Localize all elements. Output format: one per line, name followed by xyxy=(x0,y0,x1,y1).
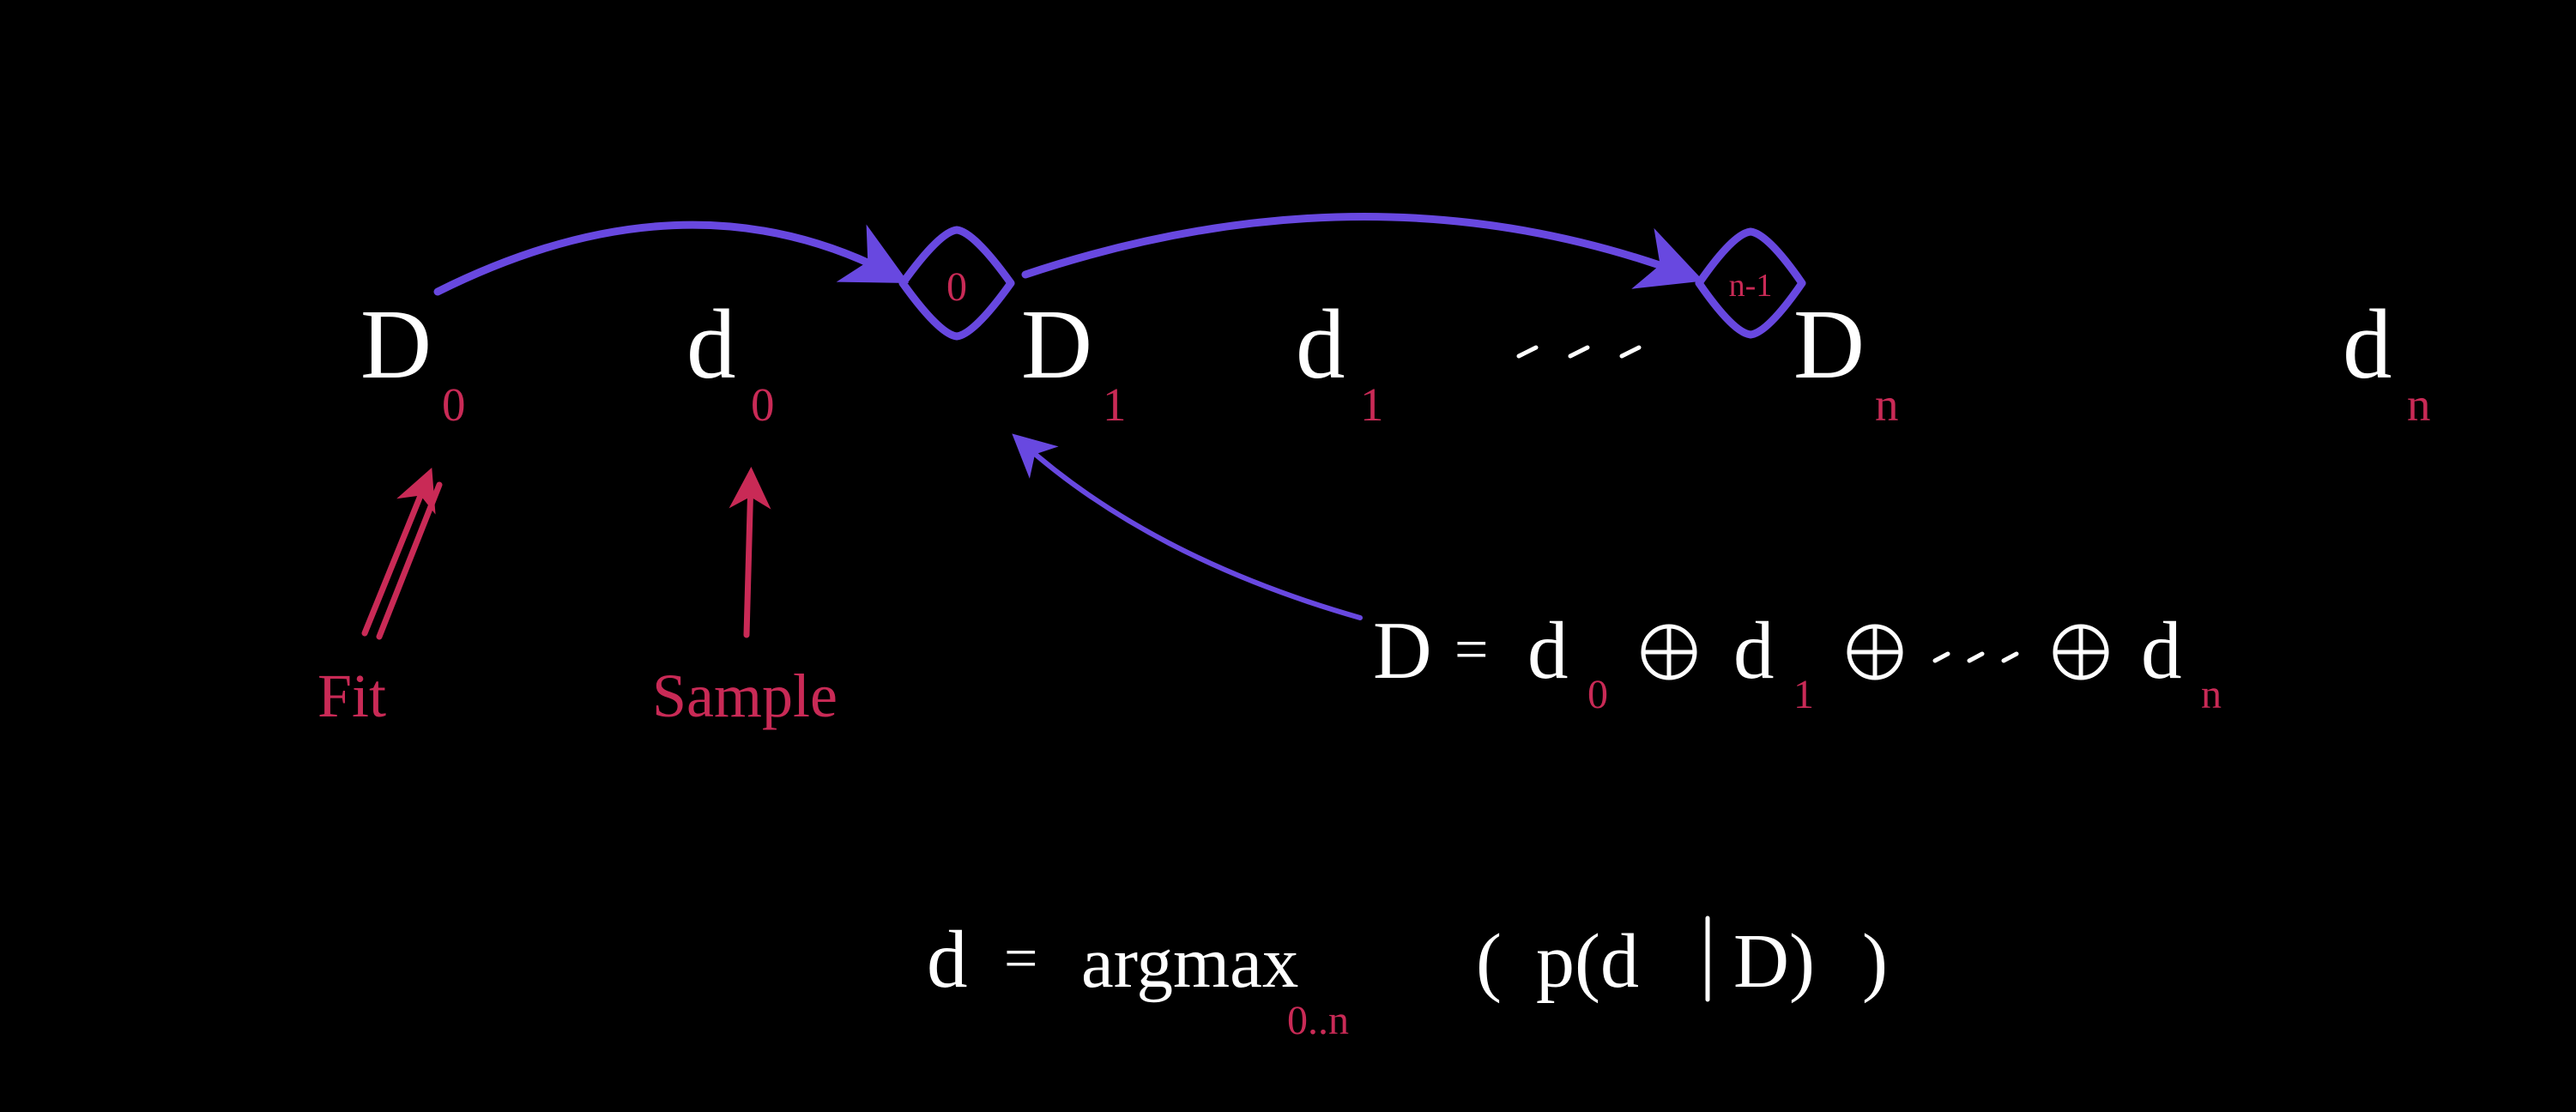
annotation-sample-label: Sample xyxy=(652,662,838,730)
annotation-fit: Fit xyxy=(317,479,439,730)
summary-dn-sub: n xyxy=(2201,672,2222,717)
summary-oplus-2 xyxy=(1849,626,1901,678)
var-D0: D 0 xyxy=(360,290,466,431)
arrow-stage0-to-stageN xyxy=(1025,217,1686,275)
var-Dn-sym: D xyxy=(1793,290,1865,399)
summary-dn-sym: d xyxy=(2141,605,2182,696)
arrow-D0-to-stage0 xyxy=(438,225,892,292)
var-dn-sym: d xyxy=(2343,290,2392,399)
var-D1-sym: D xyxy=(1021,290,1092,399)
top-row: D 0 d 0 D 1 d 1 D n d xyxy=(360,290,2431,431)
summary-d0-sub: 0 xyxy=(1587,672,1608,717)
diamond-0-label: 0 xyxy=(946,264,967,310)
argmax-eq: = xyxy=(1004,926,1037,992)
var-Dn: D n xyxy=(1793,290,1899,431)
var-dn-sub: n xyxy=(2407,378,2431,431)
summary-d1-sub: 1 xyxy=(1793,672,1814,717)
var-D1: D 1 xyxy=(1021,290,1127,431)
summary-d0-sym: d xyxy=(1527,605,1569,696)
argmax-open: ( xyxy=(1476,919,1502,1004)
argmax-equation: d = argmax 0..n ( p(d D) ) xyxy=(927,914,1888,1043)
arrow-summary-to-D1 xyxy=(1021,442,1360,618)
argmax-p: p(d xyxy=(1536,919,1639,1004)
argmax-sub: 0..n xyxy=(1287,998,1349,1043)
argmax-d: d xyxy=(927,914,968,1005)
var-d1: d 1 xyxy=(1296,290,1384,431)
var-d1-sym: d xyxy=(1296,290,1345,399)
var-D1-sub: 1 xyxy=(1103,378,1127,431)
summary-oplus-3 xyxy=(2055,626,2107,678)
top-ellipsis xyxy=(1519,348,1639,356)
var-D0-sym: D xyxy=(360,290,432,399)
diagram-canvas: D 0 d 0 D 1 d 1 D n d xyxy=(0,0,2576,1112)
argmax-close: ) xyxy=(1862,919,1888,1004)
var-D0-sub: 0 xyxy=(442,378,466,431)
argmax-Dclose: D) xyxy=(1733,919,1815,1004)
summary-eq: = xyxy=(1454,617,1488,683)
annotation-sample: Sample xyxy=(652,479,838,730)
var-d1-sub: 1 xyxy=(1360,378,1384,431)
var-d0: d 0 xyxy=(686,290,775,431)
summary-equation: D = d 0 d 1 d xyxy=(1373,605,2222,717)
summary-d1-sym: d xyxy=(1733,605,1775,696)
summary-oplus-1 xyxy=(1643,626,1695,678)
var-dn: d n xyxy=(2343,290,2431,431)
diamond-n1-label: n-1 xyxy=(1729,268,1773,304)
var-Dn-sub: n xyxy=(1875,378,1899,431)
summary-ellipsis xyxy=(1935,654,2017,661)
stage-diamond-n1: n-1 xyxy=(1699,232,1802,335)
var-d0-sym: d xyxy=(686,290,736,399)
stage-diamond-0: 0 xyxy=(903,230,1011,336)
annotation-fit-label: Fit xyxy=(317,662,386,730)
summary-D: D xyxy=(1373,605,1432,696)
argmax-word: argmax xyxy=(1081,922,1298,1003)
var-d0-sub: 0 xyxy=(751,378,775,431)
